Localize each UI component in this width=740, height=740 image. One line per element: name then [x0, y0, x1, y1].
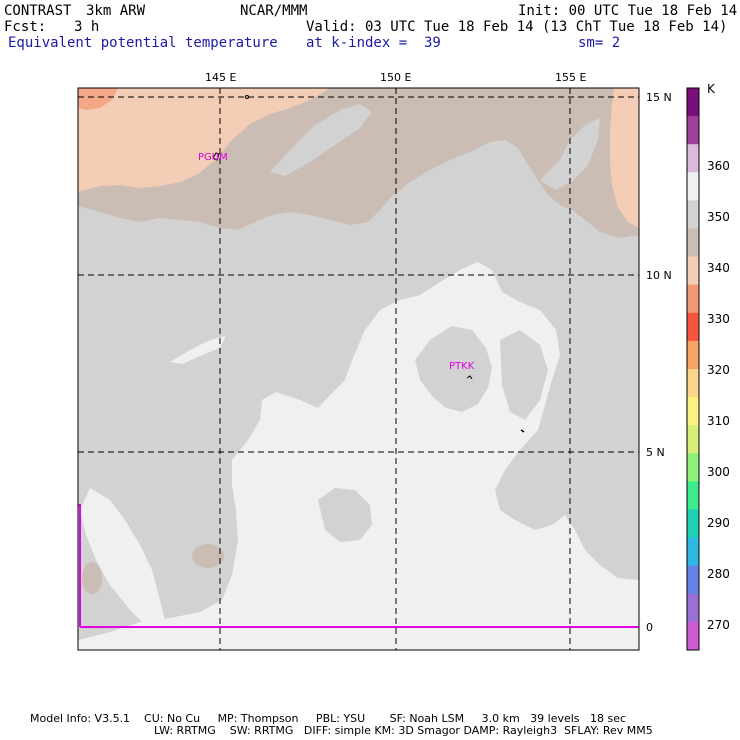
- colorbar-swatch: [687, 397, 699, 426]
- station-label-pgum: PGUM: [198, 152, 228, 163]
- colorbar-swatch: [687, 509, 699, 539]
- plot-frame: [77, 87, 640, 651]
- colorbar-swatch: [687, 200, 699, 229]
- valid-time: Valid: 03 UTC Tue 18 Feb 14 (13 ChT Tue …: [306, 19, 728, 35]
- colorbar-swatch: [687, 621, 699, 651]
- pohnpei-island: [520, 429, 525, 433]
- colorbar-label-270: 270: [707, 618, 730, 632]
- colorbar-label-340: 340: [707, 261, 730, 275]
- lat-label-15n: 15 N: [646, 91, 672, 104]
- theta-e-field: [78, 88, 639, 650]
- model-info-line-2: LW: RRTMG SW: RRTMG DIFF: simple KM: 3D …: [154, 724, 653, 737]
- colorbar-frame: [686, 87, 700, 651]
- field-340k-west: [78, 88, 330, 192]
- colorbar-swatch: [687, 481, 699, 510]
- field-350k-intrusion: [270, 104, 372, 176]
- field-345k-spot: [82, 562, 102, 594]
- colorbar-label-330: 330: [707, 312, 730, 326]
- colorbar-swatch: [687, 144, 699, 173]
- chuuk-island: [466, 375, 473, 380]
- field-355k-streak: [170, 336, 226, 364]
- lat-label-10n: 10 N: [646, 269, 672, 282]
- colorbar-swatch: [687, 593, 699, 623]
- center-name: NCAR/MMM: [240, 3, 308, 19]
- guam-island: [212, 152, 220, 161]
- colorbar-swatch: [687, 88, 699, 117]
- station-label-ptkk: PTKK: [449, 361, 475, 372]
- lat-label-5n: 5 N: [646, 446, 665, 459]
- colorbar-label-310: 310: [707, 414, 730, 428]
- island-outline: [245, 95, 249, 99]
- colorbar-swatch: [687, 256, 699, 286]
- field-355k: [78, 262, 639, 650]
- colorbar-swatch: [687, 228, 699, 258]
- forecast-label: Fcst:: [4, 19, 47, 35]
- colorbar-label-290: 290: [707, 516, 730, 530]
- colorbar-swatch: [687, 453, 699, 482]
- colorbar-swatch: [687, 172, 699, 201]
- colorbar-swatch: [687, 312, 699, 342]
- forecast-hour: 3 h: [74, 19, 100, 35]
- colorbar-swatch: [687, 369, 699, 398]
- model-resolution: 3km ARW: [86, 3, 146, 19]
- lon-label-145e: 145 E: [205, 71, 237, 84]
- init-time: Init: 00 UTC Tue 18 Feb 14: [518, 3, 738, 19]
- field-350k-blob-2: [500, 330, 548, 420]
- colorbar-swatch: [687, 116, 699, 145]
- colorbar-label-350: 350: [707, 210, 730, 224]
- model-info-line-1: Model Info: V3.5.1 CU: No Cu MP: Thompso…: [30, 712, 627, 725]
- colorbar: [686, 87, 700, 651]
- smoothing-value: sm= 2: [578, 35, 621, 51]
- colorbar-swatch: [687, 340, 699, 370]
- field-340k-east: [610, 88, 639, 228]
- vertical-level: at k-index = 39: [306, 35, 441, 51]
- field-350k-island: [415, 326, 492, 412]
- colorbar-swatch: [687, 284, 699, 314]
- colorbar-unit: K: [707, 82, 715, 96]
- colorbar-label-360: 360: [707, 159, 730, 173]
- field-350k-blob: [318, 488, 372, 542]
- domain-boundary: [78, 504, 81, 627]
- graticule: [78, 88, 639, 650]
- field-name: Equivalent potential temperature: [8, 35, 278, 51]
- field-345k-spot-2: [192, 544, 224, 568]
- model-name: CONTRAST: [4, 3, 72, 19]
- lon-label-155e: 155 E: [555, 71, 587, 84]
- field-335k: [78, 88, 118, 110]
- colorbar-label-300: 300: [707, 465, 730, 479]
- field-355k-west: [80, 488, 166, 630]
- colorbar-swatch: [687, 537, 699, 567]
- colorbar-swatch: [687, 425, 699, 454]
- colorbar-swatch: [687, 565, 699, 595]
- colorbar-label-320: 320: [707, 363, 730, 377]
- colorbar-label-280: 280: [707, 567, 730, 581]
- lat-label-equator: 0: [646, 621, 653, 634]
- lon-label-150e: 150 E: [380, 71, 412, 84]
